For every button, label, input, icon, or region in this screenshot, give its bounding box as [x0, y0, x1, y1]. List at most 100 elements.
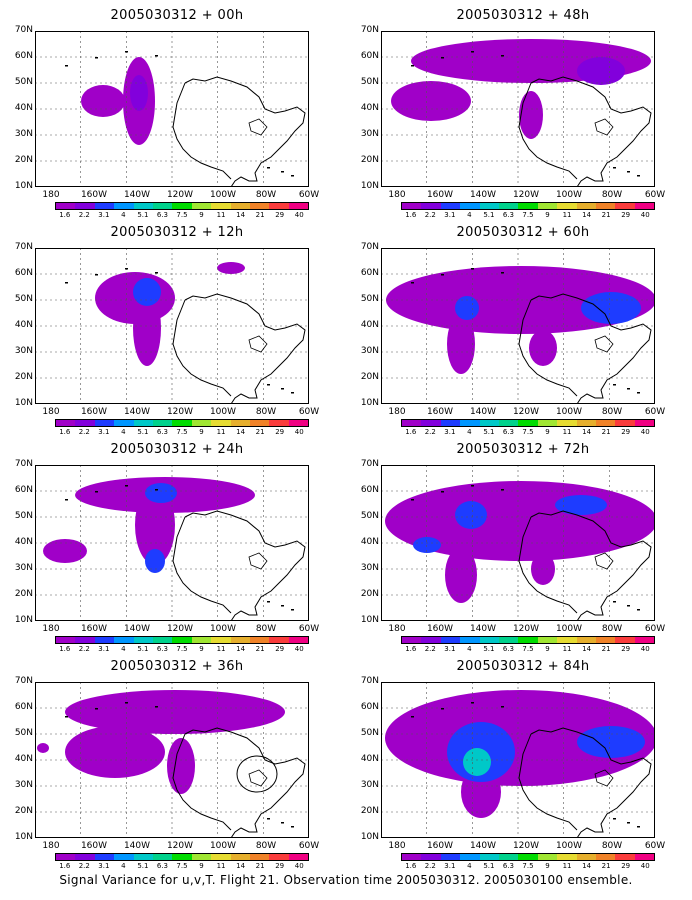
- colorbar-label: 5.1: [137, 645, 149, 653]
- coastline: [518, 510, 652, 621]
- map-panel: 2005030312 + 36h 70N 60N 50N 40N 30N 20N 10N 180…: [15, 659, 337, 870]
- variance-contour: [65, 726, 165, 778]
- latitude-label: 10N: [360, 832, 379, 842]
- map-panel: 2005030312 + 60h 70N 60N 50N 40N 30N 20N 10N 180…: [361, 225, 683, 436]
- longitude-label: 100W: [555, 841, 583, 851]
- longitude-label: 60W: [298, 624, 320, 634]
- variance-contour: [81, 85, 125, 117]
- map-panel: 2005030312 + 24h 70N 60N 50N 40N 30N 20N 10N 180…: [15, 442, 337, 653]
- colorbar-label: 40: [640, 862, 650, 870]
- colorbar: [401, 202, 655, 210]
- latitude-label: 30N: [360, 780, 379, 790]
- colorbar-label: 14: [582, 645, 592, 653]
- map-plot: [35, 682, 309, 838]
- variance-contour: [167, 738, 195, 794]
- colorbar-label: 6.3: [156, 428, 169, 436]
- latitude-label: 40N: [14, 537, 33, 547]
- variance-contour: [577, 57, 625, 85]
- colorbar-label: 5.1: [483, 211, 495, 219]
- panel-title: 2005030312 + 72h: [456, 442, 590, 457]
- colorbar-label: 21: [255, 862, 265, 870]
- longitude-label: 80W: [601, 190, 623, 200]
- longitude-label: 60W: [644, 407, 666, 417]
- colorbar-label: 6.3: [502, 428, 515, 436]
- colorbar-label: 29: [621, 645, 631, 653]
- colorbar-label: 6.3: [156, 862, 169, 870]
- colorbar: [401, 853, 655, 861]
- variance-contour: [581, 292, 641, 324]
- longitude-label: 160W: [426, 624, 454, 634]
- map-panel: 2005030312 + 72h 70N 60N 50N 40N 30N 20N 10N 180…: [361, 442, 683, 653]
- variance-contour: [145, 549, 165, 573]
- panel-title: 2005030312 + 48h: [456, 8, 590, 23]
- latitude-label: 10N: [14, 832, 33, 842]
- latitude-label: 60N: [360, 702, 379, 712]
- colorbar-label: 21: [255, 211, 265, 219]
- coastline: [172, 76, 306, 187]
- latitude-label: 20N: [14, 806, 33, 816]
- colorbar-label: 2.2: [78, 645, 90, 653]
- colorbar: [55, 853, 309, 861]
- variance-contour: [43, 539, 87, 563]
- colorbar-label: 6.3: [502, 645, 515, 653]
- longitude-label: 120W: [512, 841, 540, 851]
- panel-title: 2005030312 + 84h: [456, 659, 590, 674]
- colorbar-label: 11: [562, 862, 572, 870]
- panel-title: 2005030312 + 24h: [110, 442, 244, 457]
- variance-contour: [145, 483, 177, 503]
- colorbar-label: 2.2: [424, 428, 436, 436]
- longitude-label: 160W: [426, 841, 454, 851]
- longitude-label: 180: [388, 624, 406, 634]
- latitude-label: 70N: [14, 242, 33, 252]
- longitude-label: 160W: [80, 841, 108, 851]
- longitude-label: 100W: [209, 841, 237, 851]
- colorbar: [401, 636, 655, 644]
- colorbar-label: 29: [275, 211, 285, 219]
- colorbar-label: 3.1: [98, 428, 110, 436]
- colorbar-label: 9: [199, 211, 204, 219]
- colorbar-label: 14: [236, 428, 246, 436]
- colorbar-label: 11: [216, 211, 226, 219]
- longitude-label: 140W: [123, 407, 151, 417]
- colorbar-label: 1.6: [405, 211, 417, 219]
- colorbar-label: 3.1: [444, 211, 456, 219]
- longitude-label: 120W: [166, 190, 194, 200]
- colorbar-label: 11: [562, 428, 572, 436]
- colorbar-label: 4: [121, 645, 126, 653]
- colorbar-label: 6.3: [156, 645, 169, 653]
- latitude-label: 50N: [360, 728, 379, 738]
- colorbar-label: 5.1: [483, 862, 495, 870]
- longitude-label: 140W: [469, 624, 497, 634]
- longitude-label: 120W: [512, 407, 540, 417]
- latitude-label: 50N: [14, 728, 33, 738]
- colorbar-label: 2.2: [424, 862, 436, 870]
- coastline: [172, 727, 306, 838]
- longitude-label: 60W: [298, 407, 320, 417]
- map-plot: [381, 248, 655, 404]
- latitude-label: 40N: [14, 103, 33, 113]
- colorbar-label: 21: [601, 211, 611, 219]
- colorbar-label: 29: [621, 862, 631, 870]
- latitude-label: 70N: [360, 459, 379, 469]
- colorbar-label: 5.1: [483, 428, 495, 436]
- colorbar-label: 6.3: [502, 211, 515, 219]
- coastline: [518, 727, 652, 838]
- colorbar-label: 6.3: [502, 862, 515, 870]
- colorbar-label: 9: [199, 862, 204, 870]
- colorbar-label: 1.6: [405, 645, 417, 653]
- latitude-label: 70N: [360, 242, 379, 252]
- colorbar-label: 29: [275, 645, 285, 653]
- variance-contour: [133, 290, 161, 366]
- longitude-label: 120W: [512, 190, 540, 200]
- colorbar-label: 6.3: [156, 211, 169, 219]
- latitude-label: 50N: [14, 294, 33, 304]
- colorbar-label: 9: [545, 645, 550, 653]
- variance-contour: [447, 314, 475, 374]
- colorbar-label: 9: [545, 862, 550, 870]
- longitude-label: 60W: [644, 190, 666, 200]
- colorbar: [401, 419, 655, 427]
- colorbar-label: 5.1: [137, 211, 149, 219]
- latitude-label: 10N: [14, 398, 33, 408]
- colorbar-label: 29: [275, 428, 285, 436]
- longitude-label: 100W: [555, 190, 583, 200]
